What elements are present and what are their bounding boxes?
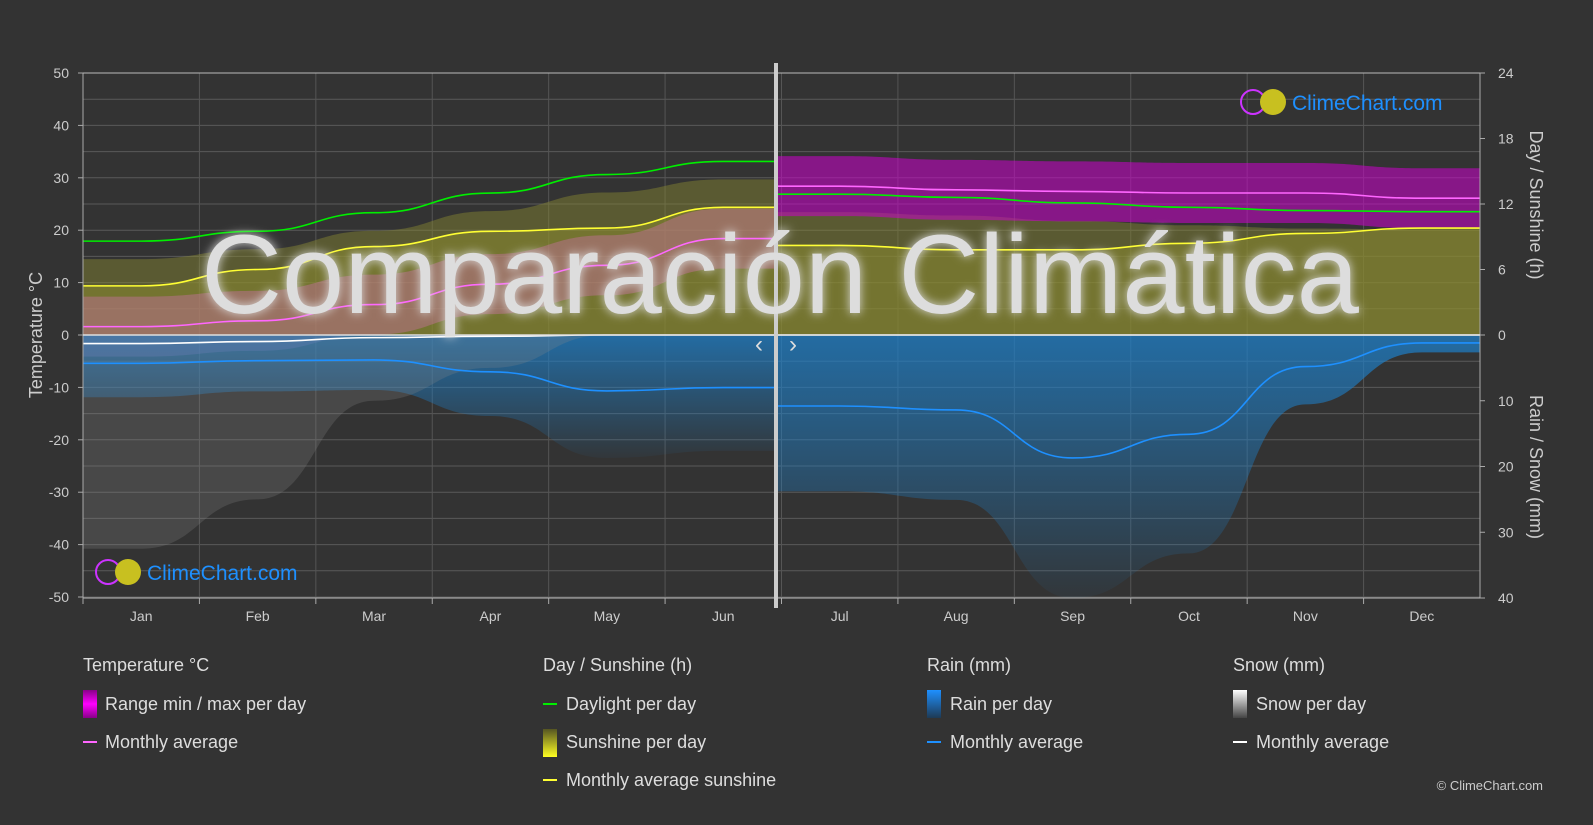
legend-item: Range min / max per day bbox=[105, 694, 306, 714]
month-label-jul: Jul bbox=[831, 608, 849, 624]
right-tick-label-mm: 0 bbox=[1498, 327, 1506, 343]
right-tick-label-mm: 10 bbox=[1498, 393, 1514, 409]
month-label-sep: Sep bbox=[1060, 608, 1085, 624]
month-label-feb: Feb bbox=[246, 608, 270, 624]
legend-item: Snow per day bbox=[1256, 694, 1366, 714]
month-label-nov: Nov bbox=[1293, 608, 1318, 624]
legend-item: Monthly average bbox=[1256, 732, 1389, 752]
data-areas bbox=[83, 156, 1480, 598]
legend-item: Rain per day bbox=[950, 694, 1052, 714]
left-tick-label: -10 bbox=[49, 379, 69, 395]
sunshine-average-line bbox=[83, 206, 776, 287]
legend-temperature: Temperature °C Range min / max per day M… bbox=[83, 655, 306, 752]
temperature-average-line bbox=[776, 185, 1480, 200]
right-axis-bottom-label: Rain / Snow (mm) bbox=[1526, 395, 1546, 539]
line-swatch-icon bbox=[83, 741, 97, 743]
legend-item: Daylight per day bbox=[566, 694, 696, 714]
line-swatch-icon bbox=[543, 779, 557, 781]
month-label-jan: Jan bbox=[130, 608, 153, 624]
month-label-dec: Dec bbox=[1409, 608, 1434, 624]
left-tick-label: 0 bbox=[61, 327, 69, 343]
daylight-line bbox=[83, 160, 776, 242]
legend-title: Day / Sunshine (h) bbox=[543, 655, 692, 675]
sunshine-monthly-area bbox=[776, 228, 1480, 335]
rain-per-day-area bbox=[83, 335, 776, 458]
legend-rain: Rain (mm) Rain per day Monthly average bbox=[927, 655, 1083, 752]
left-tick-label: 30 bbox=[53, 170, 69, 186]
temperature-range-band bbox=[83, 208, 776, 357]
climechart-logo-bottom: ClimeChart.com bbox=[95, 559, 298, 585]
legend-sunshine: Day / Sunshine (h) Daylight per day Suns… bbox=[543, 655, 776, 790]
left-tick-label: 10 bbox=[53, 275, 69, 291]
right-tick-label-hours: 6 bbox=[1498, 262, 1506, 278]
rain-swatch-icon bbox=[927, 690, 941, 718]
logo-sun-icon bbox=[1260, 89, 1286, 115]
rain-average-line bbox=[83, 359, 776, 392]
right-tick-label-hours: 18 bbox=[1498, 131, 1514, 147]
legend-item: Monthly average sunshine bbox=[566, 770, 776, 790]
rain-per-day-area bbox=[776, 335, 1480, 598]
chart-title: Comparación Climática bbox=[201, 212, 1359, 337]
comparison-slider[interactable]: ‹ › bbox=[755, 63, 797, 608]
left-tick-label: -20 bbox=[49, 432, 69, 448]
left-axis-label: Temperature °C bbox=[26, 272, 46, 398]
legend-title: Temperature °C bbox=[83, 655, 209, 675]
line-swatch-icon bbox=[927, 741, 941, 743]
sunshine-swatch-icon bbox=[543, 729, 557, 757]
logo-text: ClimeChart.com bbox=[1292, 92, 1443, 115]
climechart-logo-top: ClimeChart.com bbox=[1240, 89, 1443, 115]
right-axis-top-label: Day / Sunshine (h) bbox=[1526, 130, 1546, 279]
legend-title: Snow (mm) bbox=[1233, 655, 1325, 675]
right-tick-label-mm: 40 bbox=[1498, 590, 1514, 606]
left-tick-label: 40 bbox=[53, 117, 69, 133]
rain-average-line bbox=[776, 342, 1480, 459]
right-tick-label-mm: 30 bbox=[1498, 524, 1514, 540]
temperature-average-line bbox=[83, 237, 776, 328]
right-tick-label-hours: 24 bbox=[1498, 65, 1514, 81]
left-tick-label: -30 bbox=[49, 484, 69, 500]
month-label-jun: Jun bbox=[712, 608, 735, 624]
legend-title: Rain (mm) bbox=[927, 655, 1011, 675]
right-tick-label-mm: 20 bbox=[1498, 459, 1514, 475]
month-label-mar: Mar bbox=[362, 608, 386, 624]
month-label-apr: Apr bbox=[480, 608, 502, 624]
line-swatch-icon bbox=[543, 703, 557, 705]
left-location-areas bbox=[83, 179, 776, 549]
left-tick-label: 50 bbox=[53, 65, 69, 81]
line-swatch-icon bbox=[1233, 741, 1247, 743]
axes: 50 40 30 20 10 0 -10 -20 -30 -40 -50 24 18 12 6 0 10 20 30… bbox=[49, 65, 1514, 624]
logo-text: ClimeChart.com bbox=[147, 562, 298, 585]
month-label-may: May bbox=[594, 608, 620, 624]
slider-handle[interactable] bbox=[774, 63, 778, 608]
legend: Temperature °C Range min / max per day M… bbox=[83, 655, 1389, 790]
snow-swatch-icon bbox=[1233, 690, 1247, 718]
sunshine-average-line bbox=[776, 227, 1480, 251]
legend-item: Sunshine per day bbox=[566, 732, 706, 752]
legend-item: Monthly average bbox=[950, 732, 1083, 752]
left-tick-label: -50 bbox=[49, 589, 69, 605]
snow-per-day-area bbox=[83, 335, 776, 549]
month-label-oct: Oct bbox=[1178, 608, 1200, 624]
daylight-line bbox=[776, 193, 1480, 213]
left-tick-label: -40 bbox=[49, 537, 69, 553]
copyright: © ClimeChart.com bbox=[1437, 778, 1543, 793]
sunshine-monthly-area bbox=[83, 207, 776, 335]
month-label-aug: Aug bbox=[944, 608, 969, 624]
legend-item: Monthly average bbox=[105, 732, 238, 752]
left-tick-label: 20 bbox=[53, 222, 69, 238]
legend-snow: Snow (mm) Snow per day Monthly average bbox=[1233, 655, 1389, 752]
logo-sun-icon bbox=[115, 559, 141, 585]
slider-right-arrow[interactable]: › bbox=[789, 331, 797, 358]
range-swatch-icon bbox=[83, 690, 97, 718]
slider-left-arrow[interactable]: ‹ bbox=[755, 331, 763, 358]
right-tick-label-hours: 12 bbox=[1498, 196, 1514, 212]
